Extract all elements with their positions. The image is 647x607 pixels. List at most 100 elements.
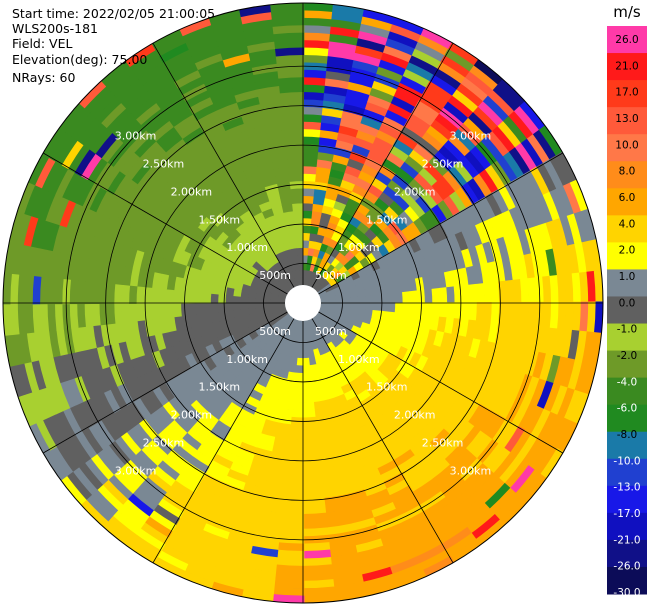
velocity-gate bbox=[324, 404, 340, 416]
velocity-gate bbox=[332, 154, 351, 167]
velocity-gate bbox=[125, 246, 138, 268]
velocity-gate bbox=[320, 297, 329, 302]
velocity-gate bbox=[319, 353, 329, 363]
velocity-gate bbox=[323, 197, 337, 209]
velocity-gate bbox=[437, 199, 455, 221]
velocity-gate bbox=[71, 465, 98, 496]
velocity-gate bbox=[393, 497, 421, 517]
velocity-gate bbox=[144, 351, 159, 372]
velocity-gate bbox=[207, 459, 231, 477]
velocity-gate bbox=[191, 378, 208, 396]
velocity-gate bbox=[302, 461, 322, 470]
velocity-gate bbox=[358, 122, 381, 138]
velocity-gate bbox=[261, 322, 271, 332]
velocity-gate bbox=[150, 433, 173, 456]
velocity-gate bbox=[355, 414, 373, 429]
velocity-gate bbox=[429, 508, 459, 532]
velocity-gate bbox=[532, 129, 558, 162]
velocity-gate bbox=[278, 520, 305, 530]
velocity-gate bbox=[443, 101, 471, 125]
velocity-gate bbox=[167, 395, 186, 416]
velocity-gate bbox=[319, 258, 328, 269]
velocity-gate bbox=[396, 455, 420, 474]
velocity-gate bbox=[564, 273, 574, 305]
velocity-gate bbox=[374, 393, 391, 409]
velocity-gate bbox=[261, 274, 271, 284]
ppi-plot: 500m1.00km1.50km2.00km2.50km3.00km500m1.… bbox=[2, 2, 604, 604]
velocity-gate bbox=[317, 250, 326, 260]
velocity-gate bbox=[323, 315, 332, 323]
velocity-gate bbox=[197, 269, 209, 283]
velocity-gate bbox=[146, 333, 160, 354]
velocity-gate bbox=[468, 112, 494, 138]
velocity-gate bbox=[139, 250, 153, 271]
velocity-gate bbox=[209, 239, 223, 254]
velocity-gate bbox=[391, 173, 411, 191]
velocity-gate bbox=[173, 288, 182, 304]
velocity-gate bbox=[206, 384, 222, 400]
velocity-gate bbox=[52, 353, 68, 384]
velocity-gate bbox=[359, 23, 393, 40]
velocity-gate bbox=[429, 74, 459, 98]
velocity-gate bbox=[380, 52, 412, 71]
velocity-gate bbox=[341, 482, 365, 496]
velocity-gate bbox=[468, 338, 481, 360]
velocity-gate bbox=[296, 350, 304, 359]
velocity-gate bbox=[302, 254, 309, 263]
velocity-gate bbox=[461, 302, 470, 322]
velocity-gate bbox=[319, 292, 328, 298]
velocity-gate bbox=[467, 177, 487, 203]
velocity-gate bbox=[369, 143, 391, 160]
velocity-gate bbox=[336, 132, 358, 145]
velocity-gate bbox=[523, 405, 545, 436]
colorbar-tick-label: 0.0 bbox=[619, 297, 636, 309]
velocity-gate bbox=[408, 352, 422, 369]
velocity-gate bbox=[149, 408, 169, 431]
velocity-gate bbox=[245, 395, 260, 409]
velocity-gate bbox=[478, 384, 497, 410]
velocity-gate bbox=[414, 355, 429, 373]
velocity-gate bbox=[122, 320, 134, 342]
velocity-gate bbox=[404, 324, 416, 340]
velocity-gate bbox=[427, 226, 443, 246]
velocity-gate bbox=[365, 302, 374, 311]
velocity-gate bbox=[292, 319, 298, 328]
velocity-gate bbox=[94, 367, 111, 393]
velocity-gate bbox=[222, 433, 243, 449]
velocity-gate bbox=[394, 302, 404, 314]
velocity-gate bbox=[177, 467, 203, 487]
velocity-gate bbox=[269, 299, 278, 304]
velocity-gate bbox=[329, 567, 363, 580]
velocity-gate bbox=[382, 45, 415, 64]
velocity-gate bbox=[335, 294, 344, 300]
velocity-gate bbox=[258, 393, 273, 406]
velocity-gate bbox=[360, 115, 384, 132]
velocity-gate bbox=[384, 384, 400, 400]
velocity-gate bbox=[137, 417, 158, 441]
velocity-gate bbox=[173, 302, 182, 318]
velocity-gate bbox=[377, 243, 390, 258]
velocity-gate bbox=[356, 289, 366, 298]
velocity-gate bbox=[545, 354, 561, 386]
velocity-gate bbox=[288, 424, 304, 433]
velocity-gate bbox=[313, 272, 320, 282]
velocity-gate bbox=[487, 261, 499, 285]
velocity-gate bbox=[327, 308, 336, 314]
velocity-gate bbox=[302, 483, 324, 493]
velocity-gate bbox=[292, 394, 304, 404]
velocity-gate bbox=[172, 342, 186, 360]
velocity-gate bbox=[321, 205, 335, 216]
velocity-gate bbox=[202, 292, 212, 304]
velocity-gate bbox=[102, 387, 121, 414]
velocity-gate bbox=[318, 219, 330, 230]
velocity-gate bbox=[243, 427, 262, 441]
velocity-gate bbox=[325, 245, 335, 256]
velocity-gate bbox=[324, 286, 334, 293]
velocity-gate bbox=[301, 24, 334, 35]
velocity-gate bbox=[335, 274, 345, 284]
velocity-gate bbox=[116, 381, 134, 406]
velocity-gate bbox=[132, 248, 145, 270]
velocity-gate bbox=[459, 207, 477, 231]
velocity-gate bbox=[559, 245, 573, 277]
velocity-gate bbox=[465, 203, 483, 228]
